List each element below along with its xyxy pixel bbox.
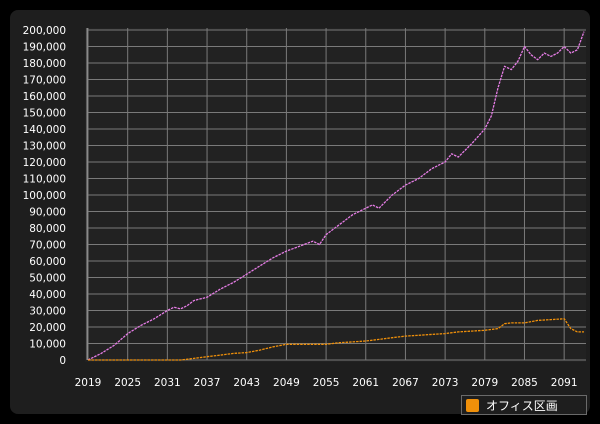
x-tick-label: 2085 bbox=[511, 377, 538, 389]
y-tick-label: 0 bbox=[59, 355, 66, 367]
x-axis-ticks: 2019 2025 2031 2037 2043 2049 2055 2061 2067 2073… bbox=[75, 377, 578, 389]
y-tick-label: 140,000 bbox=[23, 124, 66, 136]
x-tick-label: 2091 bbox=[551, 377, 578, 389]
y-tick-label: 80,000 bbox=[29, 223, 66, 235]
y-tick-label: 180,000 bbox=[23, 58, 66, 70]
y-tick-label: 170,000 bbox=[23, 75, 66, 87]
series-line-1 bbox=[87, 31, 585, 361]
y-tick-label: 130,000 bbox=[23, 141, 66, 153]
y-tick-label: 40,000 bbox=[29, 289, 66, 301]
legend-label: オフィス区画 bbox=[486, 398, 558, 413]
y-tick-label: 70,000 bbox=[29, 240, 66, 252]
y-tick-label: 90,000 bbox=[29, 207, 66, 219]
y-tick-label: 20,000 bbox=[29, 322, 66, 334]
y-tick-label: 50,000 bbox=[29, 273, 66, 285]
legend-swatch bbox=[466, 398, 479, 412]
y-tick-label: 10,000 bbox=[29, 339, 66, 351]
grid-lines bbox=[86, 28, 586, 361]
x-tick-label: 2055 bbox=[313, 377, 340, 389]
y-tick-label: 160,000 bbox=[23, 91, 66, 103]
y-tick-label: 120,000 bbox=[23, 157, 66, 169]
y-tick-label: 110,000 bbox=[23, 174, 66, 186]
x-tick-label: 2073 bbox=[432, 377, 459, 389]
y-tick-label: 150,000 bbox=[23, 108, 66, 120]
x-tick-label: 2079 bbox=[471, 377, 498, 389]
series-layer bbox=[87, 31, 585, 361]
y-tick-label: 190,000 bbox=[23, 42, 66, 54]
y-tick-label: 60,000 bbox=[29, 256, 66, 268]
x-tick-label: 2037 bbox=[194, 377, 221, 389]
x-tick-label: 2067 bbox=[392, 377, 419, 389]
x-tick-label: 2031 bbox=[154, 377, 181, 389]
y-axis-ticks: 0 10,000 20,000 30,000 40,000 50,000 60,000 70,… bbox=[23, 25, 66, 367]
legend: オフィス区画 bbox=[461, 395, 587, 415]
x-tick-label: 2049 bbox=[273, 377, 300, 389]
y-tick-label: 200,000 bbox=[23, 25, 66, 37]
series-line-2 bbox=[88, 318, 584, 361]
x-tick-label: 2025 bbox=[114, 377, 141, 389]
x-tick-label: 2043 bbox=[233, 377, 260, 389]
x-tick-label: 2019 bbox=[75, 377, 102, 389]
y-tick-label: 30,000 bbox=[29, 306, 66, 318]
x-tick-label: 2061 bbox=[352, 377, 379, 389]
y-tick-label: 100,000 bbox=[23, 190, 66, 202]
